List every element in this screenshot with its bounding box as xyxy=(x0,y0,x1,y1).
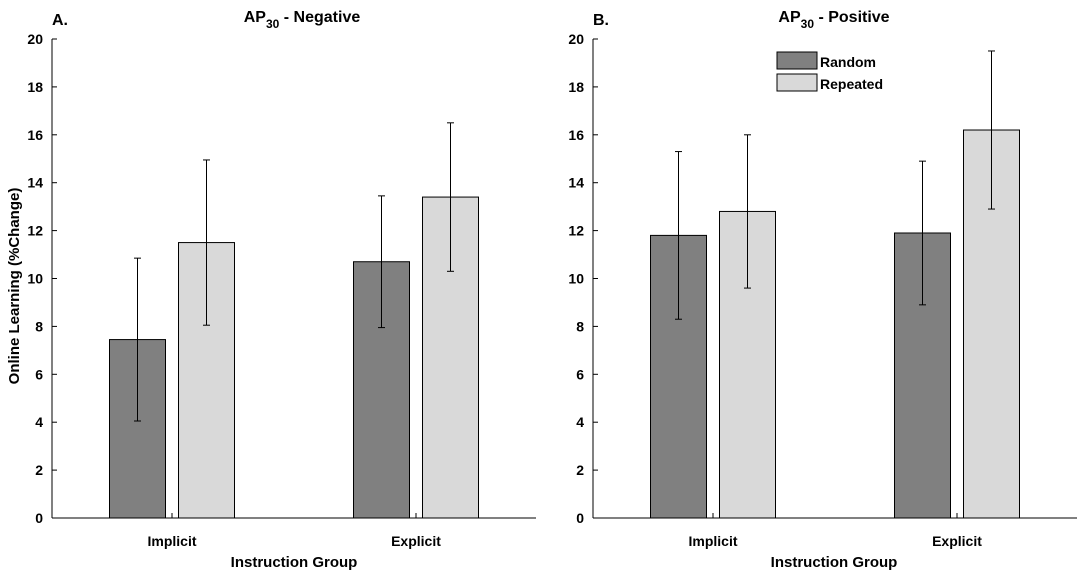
panel-a-x-tick-label-implicit: Implicit xyxy=(147,533,196,549)
panel-b: B. AP30 - Positive Instruction Group Imp… xyxy=(568,9,1077,571)
panel-b-x-axis-label: Instruction Group xyxy=(771,554,898,571)
panel-b-y-tick-label-16: 16 xyxy=(568,127,584,143)
panel-b-letter: B. xyxy=(593,12,609,29)
panel-a-title-main: AP xyxy=(244,9,267,26)
panel-a-title-rest: - Negative xyxy=(279,9,360,26)
panel-a-y-tick-label-2: 2 xyxy=(35,462,43,478)
panel-b-y-tick-label-12: 12 xyxy=(568,223,584,239)
panel-a-y-tick-label-0: 0 xyxy=(35,510,43,526)
panel-a-y-tick-label-18: 18 xyxy=(27,79,43,95)
panel-a-letter: A. xyxy=(52,12,68,29)
y-axis-label: Online Learning (%Change) xyxy=(6,188,23,385)
legend-label-repeated: Repeated xyxy=(820,76,883,92)
panel-a-y-tick-label-16: 16 xyxy=(27,127,43,143)
panel-b-y-tick-label-14: 14 xyxy=(568,175,584,191)
panel-b-title-sub: 30 xyxy=(801,17,815,31)
panel-b-title-rest: - Positive xyxy=(814,9,890,26)
panel-a-y-tick-label-8: 8 xyxy=(35,318,43,334)
panel-b-y-tick-label-0: 0 xyxy=(576,510,584,526)
legend-label-random: Random xyxy=(820,54,876,70)
panel-a-y-tick-label-6: 6 xyxy=(35,366,43,382)
panel-b-y-tick-label-10: 10 xyxy=(568,271,584,287)
panel-a-x-tick-label-explicit: Explicit xyxy=(391,533,441,549)
panel-b-plot: Implicit Explicit 0 2 4 6 8 10 12 14 16 18 20 xyxy=(568,31,1077,549)
panel-b-x-tick-label-explicit: Explicit xyxy=(932,533,982,549)
panel-a-plot: Implicit Explicit 0 2 4 6 8 10 12 14 16 18 20 xyxy=(27,31,536,549)
panel-a-x-axis-label: Instruction Group xyxy=(231,554,358,571)
panel-b-y-tick-label-18: 18 xyxy=(568,79,584,95)
legend-swatch-random xyxy=(776,51,818,70)
panel-b-x-tick-label-implicit: Implicit xyxy=(688,533,737,549)
panel-b-title-main: AP xyxy=(778,9,801,26)
panel-a-title: AP30 - Negative xyxy=(244,9,361,31)
panel-a-title-sub: 30 xyxy=(266,17,280,31)
legend: Random Repeated xyxy=(776,51,883,92)
panel-a: A. AP30 - Negative Online Learning (%Cha… xyxy=(6,9,536,571)
panel-a-y-tick-label-4: 4 xyxy=(35,414,43,430)
panel-b-title: AP30 - Positive xyxy=(778,9,889,31)
panel-a-y-tick-label-14: 14 xyxy=(27,175,43,191)
panel-b-y-tick-label-6: 6 xyxy=(576,366,584,382)
panel-a-y-tick-label-12: 12 xyxy=(27,223,43,239)
panel-b-y-tick-label-4: 4 xyxy=(576,414,584,430)
panel-a-y-tick-label-10: 10 xyxy=(27,271,43,287)
panel-b-y-tick-label-2: 2 xyxy=(576,462,584,478)
panel-a-y-tick-label-20: 20 xyxy=(27,31,43,47)
legend-swatch-repeated xyxy=(776,73,818,92)
panel-b-y-tick-label-20: 20 xyxy=(568,31,584,47)
panel-b-y-tick-label-8: 8 xyxy=(576,318,584,334)
